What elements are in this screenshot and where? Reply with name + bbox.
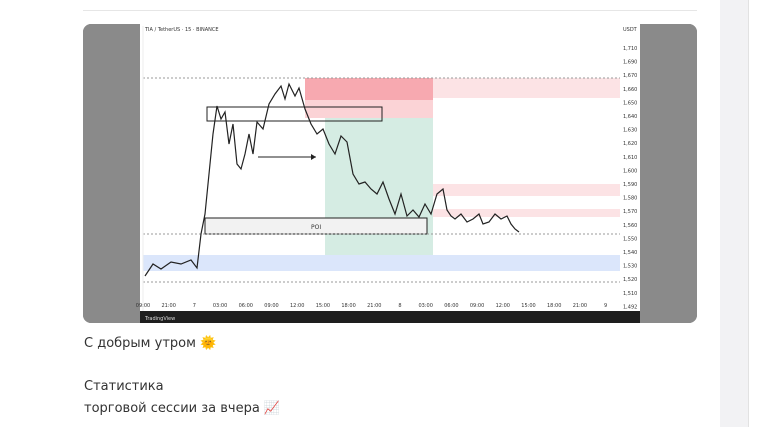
y-axis-label: 1,660 — [623, 87, 637, 93]
y-axis-label: 1,690 — [623, 60, 637, 66]
brand-label: TradingView — [144, 316, 175, 322]
x-axis-label: 06:00 — [239, 303, 253, 309]
message-line: Статистика — [84, 379, 164, 394]
y-axis-label: 1,590 — [623, 182, 637, 188]
x-axis-label: 03:00 — [213, 303, 227, 309]
poi-label: POI — [311, 224, 321, 231]
y-axis-label: 1,640 — [623, 114, 637, 120]
chart-header: TIA / TetherUS · 15 · BINANCE — [144, 27, 219, 33]
x-axis-label: 03:00 — [418, 303, 432, 309]
y-axis-label: 1,520 — [623, 277, 637, 283]
x-axis-label: 15:00 — [521, 303, 535, 309]
y-axis-label: 1,580 — [623, 196, 637, 202]
x-axis-label: 12:00 — [290, 303, 304, 309]
y-axis-label: 1,610 — [623, 155, 637, 161]
x-axis-label: 18:00 — [547, 303, 561, 309]
y-axis-label: 1,570 — [623, 209, 637, 215]
x-axis-label: 8 — [398, 303, 401, 309]
x-axis-label: 06:00 — [444, 303, 458, 309]
x-axis-label: 7 — [193, 303, 196, 309]
y-axis-label: 1,600 — [623, 168, 637, 174]
y-axis-label: 1,560 — [623, 223, 637, 229]
x-axis-label: 9 — [604, 303, 607, 309]
y-axis-label: 1,540 — [623, 250, 637, 256]
y-axis-label: 1,630 — [623, 128, 637, 134]
x-axis-label: 18:00 — [341, 303, 355, 309]
x-axis-label: 09:00 — [136, 303, 150, 309]
y-axis-label: 1,650 — [623, 100, 637, 106]
x-axis-label: 09:00 — [470, 303, 484, 309]
x-axis-label: 21:00 — [367, 303, 381, 309]
sidebar-gap — [720, 0, 748, 427]
currency-label: USDT — [623, 27, 638, 33]
post-image[interactable]: TIA / TetherUS · 15 · BINANCE USDT POI Trad… — [83, 24, 697, 323]
x-axis-label: 15:00 — [316, 303, 330, 309]
y-axis-label: 1,530 — [623, 264, 637, 270]
y-axis-label: 1,492 — [623, 304, 637, 310]
right-card — [748, 0, 760, 427]
y-axis-label: 1,510 — [623, 291, 637, 297]
chart-image: TIA / TetherUS · 15 · BINANCE USDT POI Trad… — [83, 24, 697, 323]
x-axis-label: 12:00 — [496, 303, 510, 309]
y-axis-label: 1,550 — [623, 236, 637, 242]
y-axis-label: 1,710 — [623, 46, 637, 52]
x-axis-label: 21:00 — [161, 303, 175, 309]
y-axis-label: 1,620 — [623, 141, 637, 147]
separator — [83, 10, 697, 11]
message-line: С добрым утром 🌞 — [84, 336, 217, 351]
x-axis-label: 21:00 — [573, 303, 587, 309]
y-axis-label: 1,670 — [623, 73, 637, 79]
x-axis-label: 09:00 — [264, 303, 278, 309]
message-line: торговой сессии за вчера 📈 — [84, 401, 281, 416]
